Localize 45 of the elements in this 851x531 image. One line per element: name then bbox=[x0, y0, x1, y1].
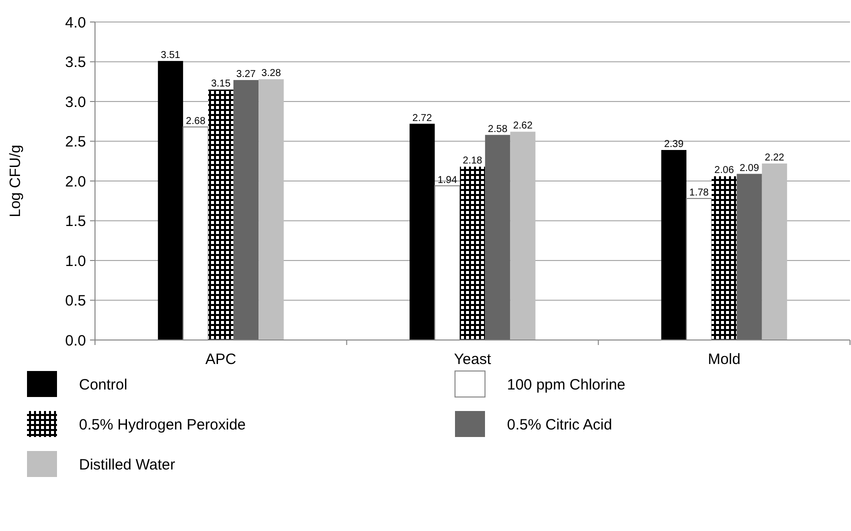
bar bbox=[712, 176, 737, 340]
x-tick-label: APC bbox=[205, 351, 236, 368]
legend-label: Control bbox=[79, 376, 128, 394]
y-tick-label: 2.0 bbox=[65, 173, 86, 190]
bar bbox=[410, 124, 435, 340]
y-tick-label: 4.0 bbox=[65, 14, 86, 32]
data-label: 3.15 bbox=[211, 78, 231, 90]
bar bbox=[158, 60, 184, 340]
y-tick-label: 3.0 bbox=[65, 94, 86, 111]
bar bbox=[510, 132, 536, 340]
bar bbox=[233, 80, 259, 340]
y-tick-label: 0.0 bbox=[65, 332, 86, 350]
y-tick-label: 0.5 bbox=[65, 292, 86, 310]
bar bbox=[258, 79, 284, 340]
data-label: 3.27 bbox=[236, 69, 256, 80]
y-tick-label: 3.5 bbox=[65, 54, 86, 71]
data-label: 2.39 bbox=[664, 138, 684, 150]
data-label: 1.78 bbox=[689, 187, 710, 198]
legend-label: 100 ppm Chlorine bbox=[507, 376, 626, 394]
data-label: 3.51 bbox=[160, 50, 181, 61]
data-label: 2.72 bbox=[412, 112, 432, 124]
y-tick-label: 1.5 bbox=[65, 213, 86, 230]
data-label: 2.62 bbox=[513, 120, 533, 132]
legend-label: 0.5% Citric Acid bbox=[507, 416, 612, 434]
bar bbox=[736, 174, 762, 340]
data-label: 2.22 bbox=[764, 152, 785, 164]
data-label: 2.06 bbox=[714, 165, 734, 176]
bar bbox=[208, 90, 234, 340]
legend-label: 0.5% Hydrogen Peroxide bbox=[79, 416, 246, 434]
bar bbox=[460, 166, 486, 340]
y-tick-label: 1.0 bbox=[65, 252, 86, 270]
data-label: 2.18 bbox=[462, 156, 483, 167]
data-label: 2.09 bbox=[740, 162, 760, 174]
data-label: 2.58 bbox=[488, 124, 508, 135]
data-label: 2.68 bbox=[186, 116, 206, 127]
data-label: 1.94 bbox=[438, 174, 458, 186]
bar bbox=[661, 150, 686, 340]
x-tick-label: Yeast bbox=[454, 351, 492, 368]
y-axis-title: Log CFU/g bbox=[7, 144, 24, 218]
data-label: 3.28 bbox=[261, 68, 282, 80]
x-tick-label: Mold bbox=[708, 351, 740, 368]
bar bbox=[762, 164, 788, 340]
bar bbox=[485, 134, 510, 340]
legend-label: Distilled Water bbox=[79, 456, 176, 474]
y-tick-label: 2.5 bbox=[65, 134, 86, 150]
